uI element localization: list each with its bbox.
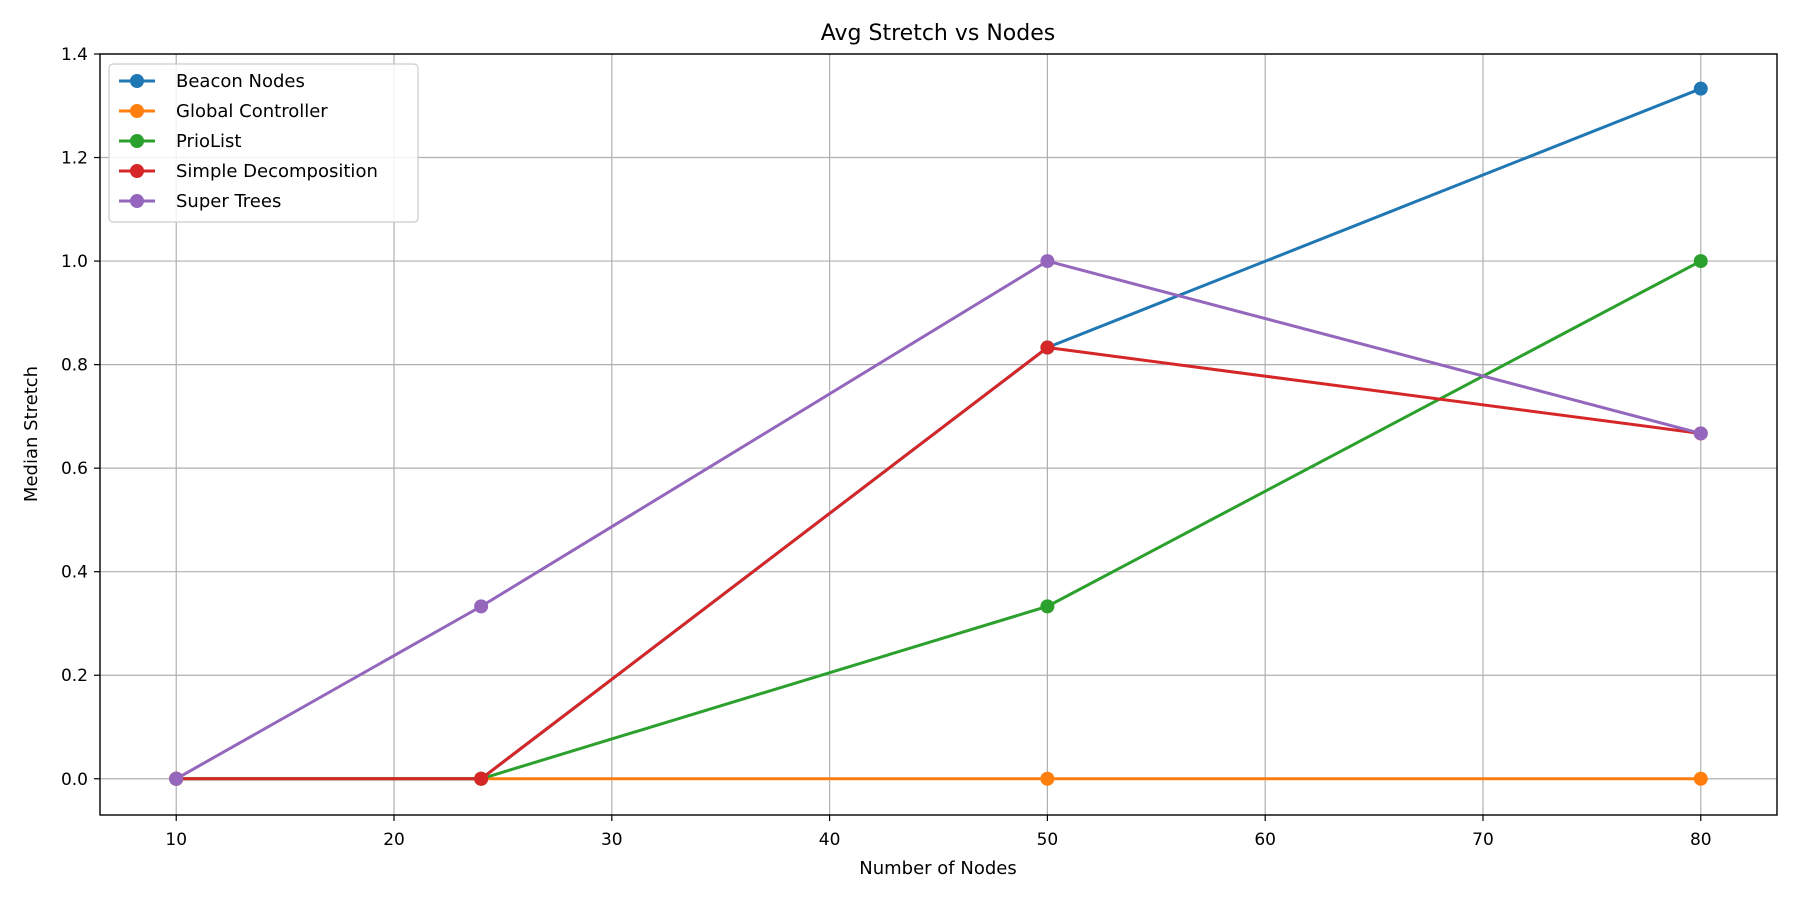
legend: Beacon Nodes Global Controller PrioList Sim… (108, 63, 419, 223)
y-tick-label: 0.4 (61, 563, 88, 583)
y-axis-label: Median Stretch (21, 366, 42, 502)
series-line-simple-decomposition (176, 346, 1701, 781)
series-line-priolist (176, 259, 1702, 781)
x-tick-label: 30 (601, 830, 623, 850)
legend-box (108, 63, 419, 223)
x-tick-label: 70 (1472, 830, 1494, 850)
legend-label: Super Trees (176, 191, 281, 212)
y-tick-label: 1.2 (61, 149, 88, 169)
legend-label: Beacon Nodes (176, 71, 305, 92)
data-point-priolist (1693, 254, 1708, 269)
data-point-super-trees (169, 771, 184, 786)
data-point-super-trees (1693, 426, 1708, 441)
chart-title: Avg Stretch vs Nodes (821, 21, 1055, 46)
y-tick-label: 0.2 (61, 666, 88, 686)
series-layer (169, 81, 1708, 786)
x-tick-label: 40 (819, 830, 841, 850)
y-tick-label: 0.6 (61, 459, 88, 479)
x-axis-label: Number of Nodes (859, 858, 1016, 879)
data-point-beacon-nodes (1693, 81, 1708, 96)
y-tick-label: 1.0 (61, 252, 88, 272)
grid (100, 53, 1777, 815)
data-point-simple-decomposition (1040, 340, 1055, 355)
x-tick-label: 60 (1254, 830, 1276, 850)
data-point-simple-decomposition (474, 771, 489, 786)
y-tick-label: 0.0 (61, 770, 88, 790)
data-point-global-controller (1040, 771, 1055, 786)
legend-swatch-marker (130, 194, 144, 208)
plot-frame (99, 53, 1778, 816)
y-tick-label: 0.8 (61, 356, 88, 376)
x-tick-label: 80 (1690, 830, 1712, 850)
data-point-global-controller (1693, 771, 1708, 786)
legend-swatch-marker (130, 104, 144, 118)
legend-swatch-marker (130, 74, 144, 88)
axis-ticks: 10 20 30 40 50 60 70 80 0.0 0.2 0.4 0.6 0.8 1.0 1.2 1.4 (61, 45, 1712, 850)
x-tick-label: 50 (1037, 830, 1059, 850)
legend-label: PrioList (176, 131, 241, 152)
data-point-super-trees (1040, 254, 1055, 269)
legend-swatch-marker (130, 164, 144, 178)
data-point-super-trees (474, 599, 489, 614)
legend-label: Global Controller (176, 101, 328, 122)
legend-swatch-marker (130, 134, 144, 148)
legend-label: Simple Decomposition (176, 161, 378, 182)
data-point-priolist (1040, 599, 1055, 614)
series-line-super-trees (175, 259, 1702, 781)
y-tick-label: 1.4 (61, 45, 88, 65)
x-tick-label: 10 (165, 830, 187, 850)
x-tick-label: 20 (383, 830, 405, 850)
